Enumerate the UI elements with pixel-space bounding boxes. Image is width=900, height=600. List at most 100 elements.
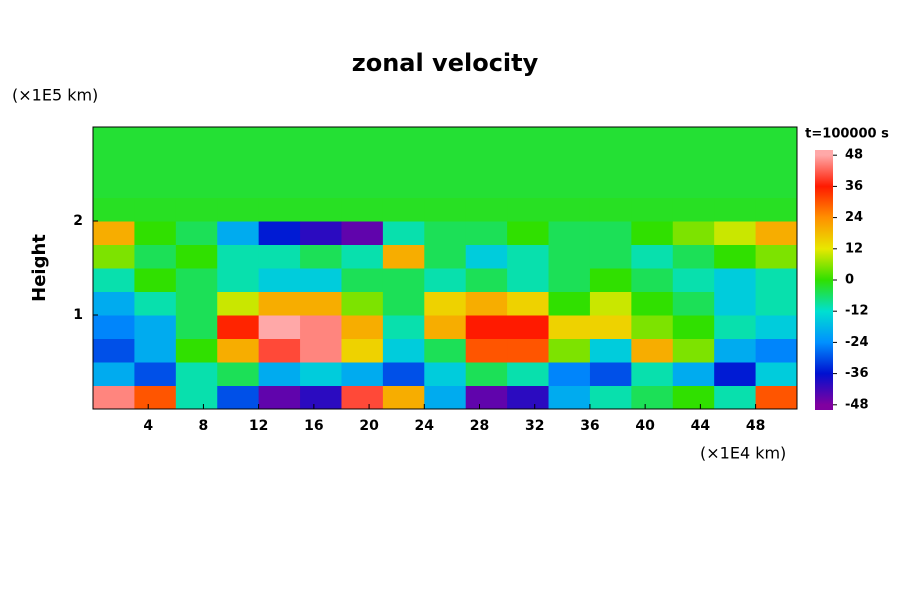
cell: [465, 385, 508, 410]
cell: [93, 385, 135, 410]
cell: [217, 315, 260, 339]
cell: [465, 362, 508, 386]
cell: [93, 362, 135, 386]
cell: [672, 150, 715, 175]
cell: [589, 291, 632, 316]
cell: [507, 150, 550, 175]
cell: [300, 244, 342, 269]
cell: [217, 362, 260, 386]
cell: [589, 362, 632, 386]
x-tick-label: 20: [359, 418, 379, 434]
cell: [93, 221, 135, 245]
cell: [258, 197, 301, 222]
colorbar-tick-label: 48: [845, 148, 863, 163]
cell: [465, 174, 508, 198]
cell: [672, 197, 715, 222]
cell: [755, 268, 798, 292]
cell: [258, 315, 301, 339]
cell: [507, 174, 550, 198]
cell: [631, 315, 674, 339]
cell: [382, 338, 425, 363]
cell: [341, 362, 384, 386]
cell: [300, 150, 342, 175]
cell: [672, 268, 715, 292]
y-tick-label: 2: [73, 213, 83, 229]
cell: [589, 197, 632, 222]
cell: [714, 244, 757, 269]
cell: [714, 385, 757, 410]
cell: [134, 291, 177, 316]
x-tick-label: 32: [525, 418, 544, 434]
cell: [631, 174, 674, 198]
colorbar-title: t=100000 s: [805, 127, 889, 142]
colorbar-tick-label: -12: [845, 304, 869, 319]
cell: [424, 127, 467, 151]
cell: [300, 362, 342, 386]
cell: [589, 150, 632, 175]
cell: [93, 127, 135, 151]
cell: [424, 197, 467, 222]
cell: [175, 174, 218, 198]
cell: [424, 291, 467, 316]
x-tick-label: 36: [580, 418, 599, 434]
cell: [548, 315, 591, 339]
cell: [755, 244, 798, 269]
cell: [424, 268, 467, 292]
colorbar-tick-label: 24: [845, 210, 863, 225]
cell: [341, 244, 384, 269]
cell: [175, 268, 218, 292]
cell: [589, 174, 632, 198]
cell: [714, 291, 757, 316]
cell: [258, 362, 301, 386]
cell: [507, 291, 550, 316]
colorbar-tick-label: 12: [845, 241, 863, 256]
cell: [217, 338, 260, 363]
cell: [341, 291, 384, 316]
cell: [507, 221, 550, 245]
cell: [507, 268, 550, 292]
cell: [424, 315, 467, 339]
cell: [258, 174, 301, 198]
cell: [134, 385, 177, 410]
cell: [755, 362, 798, 386]
cell: [548, 385, 591, 410]
colorbar-tick-label: -36: [845, 366, 869, 381]
cell: [341, 268, 384, 292]
cell: [714, 174, 757, 198]
cell: [175, 315, 218, 339]
cell: [465, 291, 508, 316]
y-tick-label: 1: [73, 307, 83, 323]
cell: [631, 150, 674, 175]
cell: [93, 268, 135, 292]
cell: [258, 127, 301, 151]
cell: [382, 362, 425, 386]
cell: [548, 338, 591, 363]
cell: [382, 268, 425, 292]
cell: [714, 150, 757, 175]
cell: [300, 291, 342, 316]
cell: [217, 268, 260, 292]
cell: [631, 385, 674, 410]
cell: [548, 127, 591, 151]
cell: [714, 197, 757, 222]
x-tick-label: 44: [691, 418, 711, 434]
cell: [300, 197, 342, 222]
cell: [300, 338, 342, 363]
cell: [672, 174, 715, 198]
x-unit: (×1E4 km): [700, 444, 786, 463]
cell: [507, 127, 550, 151]
cell: [341, 197, 384, 222]
cell: [465, 150, 508, 175]
cell: [424, 244, 467, 269]
cell: [341, 127, 384, 151]
cell: [589, 338, 632, 363]
cell: [755, 291, 798, 316]
cell: [300, 127, 342, 151]
cell: [258, 338, 301, 363]
heatmap-cells: [93, 127, 798, 410]
cell: [341, 338, 384, 363]
cell: [217, 221, 260, 245]
cell: [507, 362, 550, 386]
cell: [175, 362, 218, 386]
